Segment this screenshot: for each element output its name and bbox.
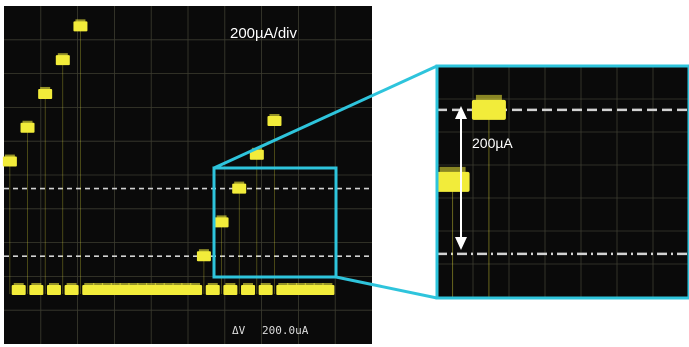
trace-point xyxy=(249,149,264,160)
trace-noise xyxy=(216,215,227,219)
trace-noise xyxy=(48,283,59,286)
trace-point xyxy=(64,285,79,295)
trace-noise xyxy=(146,283,156,286)
zoom-trace-point xyxy=(435,171,470,192)
trace-noise xyxy=(313,283,324,286)
trace-point xyxy=(241,285,256,295)
arrow-head-down xyxy=(455,237,467,250)
trace-point xyxy=(214,217,229,228)
trace-noise xyxy=(190,283,201,286)
trace-point xyxy=(205,285,220,295)
trace-noise xyxy=(243,283,254,286)
trace-noise xyxy=(13,283,24,286)
trace-noise xyxy=(278,283,289,286)
trace-noise xyxy=(154,283,165,286)
zoom-trace-noise xyxy=(439,166,466,173)
trace-noise xyxy=(198,249,209,253)
trace-noise xyxy=(110,283,121,286)
zoom-connector-bottom xyxy=(335,275,438,300)
zoom-cursor-lines xyxy=(437,108,689,256)
trace-point xyxy=(258,285,273,295)
trace-point xyxy=(55,55,70,66)
trace-point xyxy=(73,21,88,32)
trace-noise xyxy=(137,283,148,286)
zoom-region-box xyxy=(212,166,338,279)
trace-noise xyxy=(163,283,174,286)
trace-noise xyxy=(295,283,306,286)
trace-point xyxy=(267,116,282,126)
delta-symbol: ΔV xyxy=(232,324,246,337)
trace-point xyxy=(38,88,53,99)
main-grid xyxy=(4,6,372,344)
scale-label: 200µA/div xyxy=(230,25,298,42)
trace-point xyxy=(29,285,44,295)
zoom-trace-point xyxy=(471,99,506,120)
trace-noise xyxy=(181,283,192,286)
arrow-head-up xyxy=(455,106,467,119)
zoom-delta-label: 200µA xyxy=(472,135,513,151)
trace-noise xyxy=(22,120,33,124)
zoom-inset-frame xyxy=(435,64,689,300)
trace-noise xyxy=(172,283,183,286)
delta-readout: 200.0uA xyxy=(262,324,309,337)
trace-point xyxy=(2,156,17,167)
main-cursor-lines xyxy=(4,187,372,258)
trace-noise xyxy=(269,114,280,117)
trace-noise xyxy=(31,283,42,286)
trace-point xyxy=(320,285,335,295)
trace-point xyxy=(223,285,238,295)
trace-noise xyxy=(287,283,298,286)
trace-noise xyxy=(322,283,333,286)
trace-point xyxy=(46,285,61,295)
trace-point xyxy=(20,122,35,133)
trace-noise xyxy=(128,283,139,286)
trace-point xyxy=(232,183,247,194)
trace-noise xyxy=(207,283,218,286)
trace-point xyxy=(188,285,203,295)
main-trace xyxy=(2,19,335,295)
trace-noise xyxy=(66,283,77,286)
trace-noise xyxy=(260,283,271,286)
trace-noise xyxy=(234,181,245,185)
zoom-trace-noise xyxy=(475,94,502,101)
trace-point xyxy=(11,285,26,295)
trace-noise xyxy=(75,19,86,23)
trace-point xyxy=(196,251,211,262)
zoom-connector-top xyxy=(213,64,438,170)
trace-noise xyxy=(84,283,95,286)
zoom-grid xyxy=(437,66,689,298)
trace-noise xyxy=(4,154,15,158)
trace-noise xyxy=(93,283,104,286)
trace-noise xyxy=(119,283,130,286)
trace-noise xyxy=(304,283,315,286)
trace-noise xyxy=(40,86,51,90)
trace-noise xyxy=(101,283,112,286)
trace-noise xyxy=(57,53,68,57)
trace-noise xyxy=(225,283,236,286)
